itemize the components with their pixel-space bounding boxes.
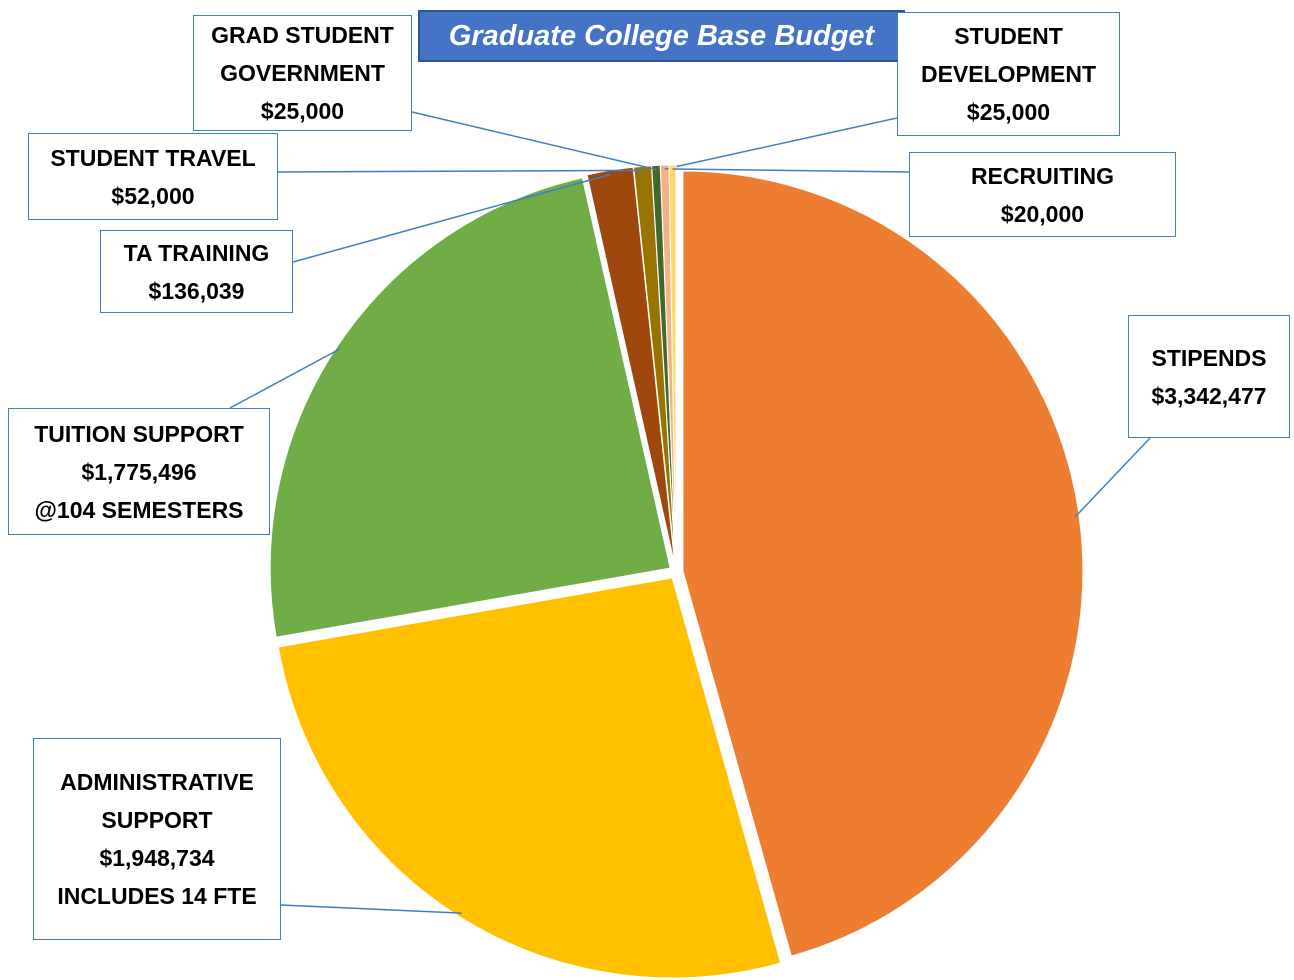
leader-line [280,904,462,914]
label-value: $25,000 [260,98,345,124]
label-value: $52,000 [111,182,195,209]
data-label: TA TRAINING $136,039 [100,230,293,313]
label-category: STUDENT TRAVEL [50,144,256,171]
label-category: GRAD STUDENT GOVERNMENT [211,22,394,86]
label-value: $3,342,477 [1151,382,1267,409]
data-label: RECRUITING $20,000 [909,152,1176,237]
label-category: RECRUITING [970,162,1115,189]
label-category: ADMINISTRATIVE SUPPORT [60,769,254,833]
label-value: $136,039 [148,277,245,304]
leader-line [664,117,898,170]
label-value: $25,000 [966,99,1051,125]
data-label: STUDENT DEVELOPMENT $25,000 [897,12,1120,136]
leader-line [411,111,657,171]
label-category: TA TRAINING [123,239,270,266]
label-category: STIPENDS [1151,344,1267,371]
chart-title: Graduate College Base Budget [418,10,905,62]
label-note: INCLUDES 14 FTE [57,883,257,909]
leader-line [277,169,643,173]
label-category: TUITION SUPPORT [34,420,244,447]
label-note: @104 SEMESTERS [34,496,244,523]
label-value: $1,775,496 [81,458,197,485]
data-label: STUDENT TRAVEL $52,000 [28,133,278,220]
leader-line [1074,437,1151,518]
label-category: STUDENT DEVELOPMENT [920,23,1097,87]
leader-line [672,168,910,173]
data-label: TUITION SUPPORT $1,775,496 @104 SEMESTERS [8,408,270,535]
leader-line [229,347,342,409]
data-label: STIPENDS $3,342,477 [1128,315,1290,438]
label-value: $20,000 [1000,200,1085,227]
pie-slice [668,164,677,566]
data-label: GRAD STUDENT GOVERNMENT $25,000 [193,15,412,131]
pie-slice [277,577,782,979]
label-value: $1,948,734 [99,845,215,871]
data-label: ADMINISTRATIVE SUPPORT $1,948,734 INCLUDES… [33,738,281,940]
pie-slice [682,170,1084,957]
leader-line [292,173,611,263]
